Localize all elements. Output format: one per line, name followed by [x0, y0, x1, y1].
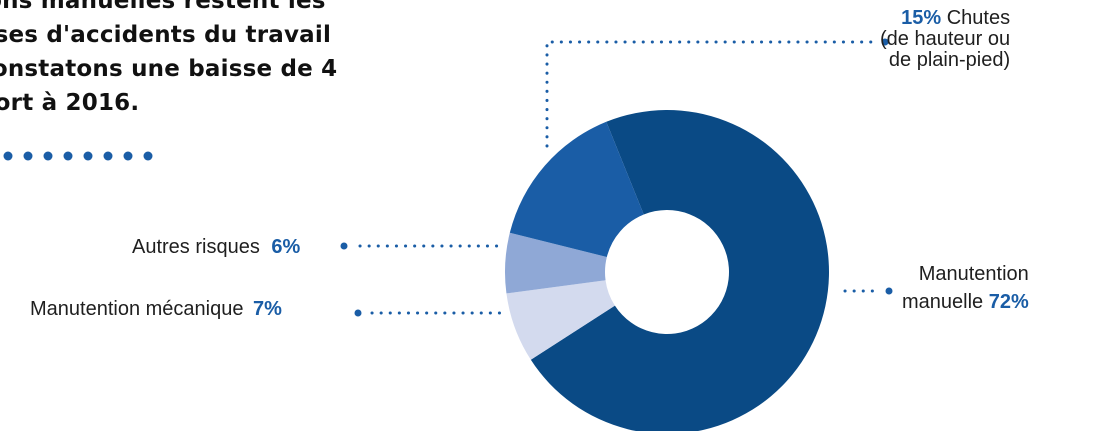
headline-dot [103, 151, 113, 161]
headline-line-4: port à 2016. [0, 90, 140, 116]
slice-autres-2 [505, 232, 607, 294]
headline-dot [43, 151, 53, 161]
manuelle-name-2: manuelle [902, 291, 984, 313]
leader-meca-dot [354, 309, 362, 317]
autres-percent: 6% [271, 236, 301, 258]
headline: ions manuelles restent les uses d'accide… [0, 0, 398, 120]
donut-slices [505, 110, 829, 431]
headline-dot [3, 151, 13, 161]
slice-chutes-3 [509, 121, 644, 258]
label-manutention-mecanique: Manutention mécanique 7% [30, 298, 282, 321]
manuelle-name-1: Manutention [918, 263, 1029, 285]
headline-dot [23, 151, 33, 161]
leader-manuelle-dot [885, 287, 893, 295]
slice-manutention-1 [506, 280, 615, 360]
headline-line-1: ions manuelles restent les [0, 0, 326, 14]
headline-dot [123, 151, 133, 161]
leader-chutes-dot [881, 38, 889, 46]
leader-lines [340, 38, 893, 317]
chutes-detail-2: de plain-pied) [888, 49, 1011, 71]
chutes-name: Chutes [946, 7, 1011, 29]
headline-dotted-rule [3, 151, 153, 161]
meca-percent: 7% [253, 298, 282, 320]
chutes-detail-1: (de hauteur ou [880, 28, 1011, 50]
headline-dot [143, 151, 153, 161]
headline-line-3: constatons une baisse de 4 [0, 56, 338, 82]
label-manutention-manuelle: Manutention manuelle 72% [902, 260, 1029, 316]
slice-manutention-0 [530, 110, 829, 431]
headline-line-2: uses d'accidents du travail [0, 22, 332, 48]
leader-autres-dot [340, 242, 348, 250]
manuelle-percent: 72% [988, 291, 1029, 313]
headline-dot [83, 151, 93, 161]
autres-name: Autres risques [132, 236, 260, 258]
label-chutes: 15% Chutes (de hauteur ou de plain-pied) [880, 8, 1010, 71]
label-autres-risques: Autres risques 6% [132, 236, 300, 259]
headline-dot [63, 151, 73, 161]
chutes-percent: 15% [901, 7, 942, 29]
meca-name: Manutention mécanique [30, 298, 244, 320]
